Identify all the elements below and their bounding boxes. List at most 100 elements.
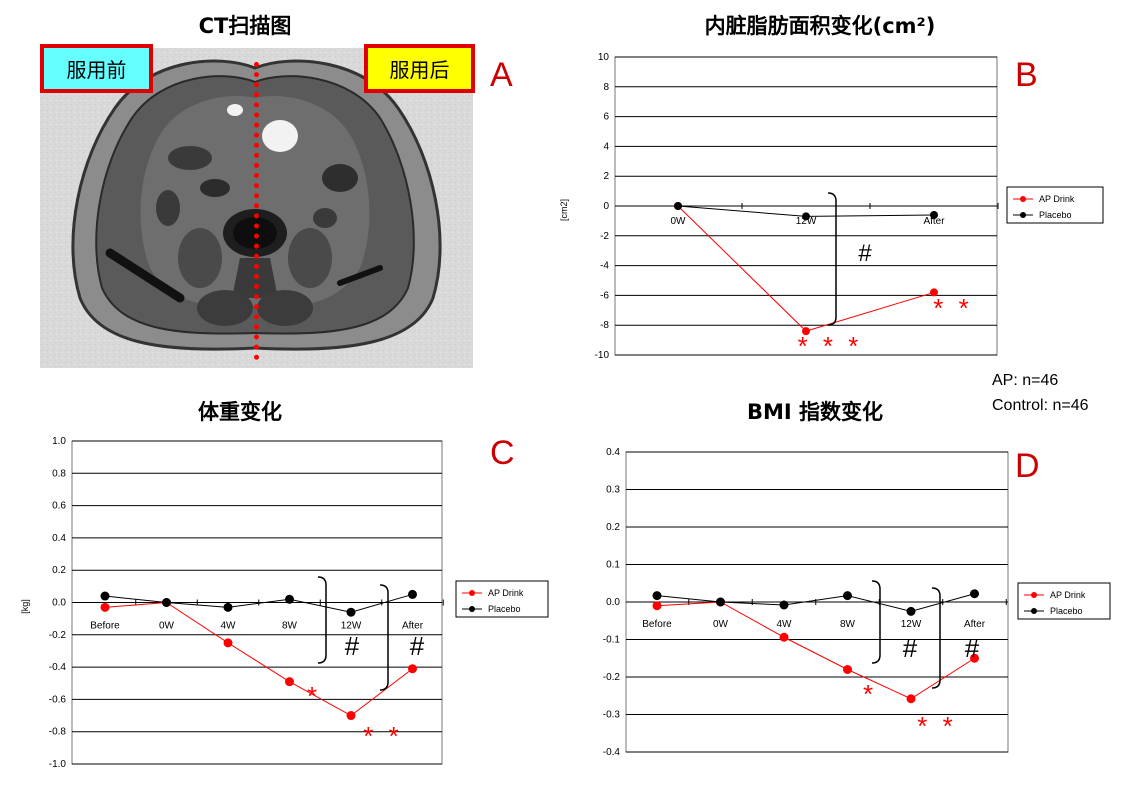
y-tick-label: 1.0: [52, 436, 66, 447]
significance-hash: #: [410, 631, 425, 661]
sample-note-ap: AP: n=46: [992, 372, 1059, 389]
y-tick-label: -0.3: [603, 710, 621, 721]
significance-asterisks: * *: [363, 721, 402, 751]
data-point-placebo: [779, 600, 789, 610]
significance-hash: #: [345, 631, 360, 661]
data-point-ap: [652, 601, 662, 611]
legend-entry: AP Drink: [488, 588, 524, 598]
legend-swatch-dot: [469, 606, 475, 612]
y-tick-label: 0.2: [52, 565, 66, 576]
x-tick-label: 8W: [282, 621, 298, 632]
legend-swatch-dot: [469, 590, 475, 596]
data-point-ap: [930, 288, 938, 297]
legend-swatch-dot: [1031, 608, 1037, 614]
y-tick-label: -0.6: [49, 694, 67, 705]
data-point-placebo: [652, 591, 662, 601]
significance-bracket: [827, 192, 837, 326]
x-tick-label: After: [923, 216, 945, 227]
panel-a-label: A: [490, 56, 513, 94]
significance-bracket: [931, 587, 941, 689]
data-point-ap: [223, 638, 233, 648]
panel-d-label: D: [1015, 447, 1040, 485]
y-tick-label: -0.8: [49, 727, 67, 738]
x-tick-label: 4W: [777, 619, 793, 630]
x-tick-label: 0W: [671, 216, 687, 227]
legend-box: [1017, 582, 1111, 620]
x-tick-label: Before: [642, 619, 672, 630]
x-tick-label: After: [402, 621, 424, 632]
y-tick-label: -6: [600, 290, 609, 301]
panel-b-label: B: [1015, 56, 1038, 94]
data-point-ap: [779, 632, 789, 642]
y-axis-label: [kg]: [20, 599, 30, 614]
y-tick-label: -8: [600, 320, 609, 331]
panel-c-title: 体重变化: [198, 400, 282, 424]
legend-swatch-dot: [1031, 592, 1037, 598]
y-tick-label: 2: [603, 171, 609, 182]
data-point-ap: [100, 602, 110, 612]
data-point-ap: [802, 327, 810, 336]
significance-bracket: [871, 580, 881, 664]
significance-asterisks: *: [307, 681, 317, 711]
significance-bracket: [379, 584, 389, 691]
midline-divider: [254, 62, 259, 360]
x-tick-label: 4W: [221, 621, 237, 632]
chart-d: 0.4 0.3 0.2 0.1 0.0 -0.1 -0.2 -0.3 -0.4 Before 0W 4…: [603, 447, 1111, 758]
data-point-placebo: [970, 589, 979, 599]
y-tick-label: 8: [603, 82, 609, 93]
data-point-placebo: [162, 598, 171, 607]
y-tick-label: 4: [603, 141, 609, 152]
legend-swatch-dot: [1020, 196, 1026, 202]
y-tick-label: 0.1: [606, 560, 620, 571]
data-point-ap: [346, 711, 356, 721]
significance-asterisks: * *: [917, 711, 956, 741]
data-point-placebo: [223, 602, 233, 612]
data-point-ap: [408, 664, 417, 674]
legend-swatch-dot: [1020, 212, 1026, 218]
data-point-placebo: [674, 202, 682, 210]
data-point-placebo: [906, 606, 916, 616]
y-tick-label: -2: [600, 231, 609, 242]
x-tick-label: 0W: [159, 621, 175, 632]
legend-entry: AP Drink: [1039, 194, 1075, 204]
significance-asterisks: * *: [933, 293, 972, 323]
y-tick-label: -0.2: [49, 630, 67, 641]
significance-bracket: [317, 576, 327, 664]
before-tag: 服用前: [40, 44, 153, 93]
y-tick-label: 0: [603, 201, 609, 212]
y-axis-label: [cm2]: [559, 199, 569, 221]
y-tick-label: 0.4: [606, 447, 620, 458]
y-tick-label: 6: [603, 112, 609, 123]
x-tick-label: 12W: [341, 621, 362, 632]
series-line-ap: [656, 601, 975, 700]
y-tick-label: -0.4: [603, 747, 621, 758]
data-point-placebo: [346, 607, 356, 617]
legend-entry: Placebo: [488, 604, 521, 614]
x-tick-label: 12W: [901, 619, 922, 630]
y-tick-label: 0.8: [52, 468, 66, 479]
data-point-placebo: [802, 212, 810, 221]
sample-note-control: Control: n=46: [992, 397, 1089, 414]
data-point-placebo: [716, 597, 725, 607]
y-tick-label: -10: [595, 350, 610, 361]
before-tag-text: 服用前: [66, 58, 127, 82]
data-point-placebo: [930, 210, 938, 219]
data-point-placebo: [285, 594, 294, 604]
panel-d-title: BMI 指数变化: [746, 400, 884, 424]
legend-entry: Placebo: [1050, 606, 1083, 616]
x-tick-label: 8W: [840, 619, 856, 630]
y-tick-label: -0.2: [603, 672, 621, 683]
after-tag: 服用后: [364, 44, 475, 93]
significance-asterisks: * * *: [798, 331, 863, 361]
x-tick-label: 0W: [713, 619, 729, 630]
data-point-placebo: [408, 589, 417, 599]
chart-c: 1.0 0.8 0.6 0.4 0.2 0.0 -0.2 -0.4 -0.6 -0.8 -1.0 Be…: [20, 436, 549, 770]
y-tick-label: 0.0: [606, 597, 620, 608]
y-tick-label: -0.4: [49, 662, 67, 673]
chart-b: 10 8 6 4 2 0 -2 -4 -6 -8 -10 0W 12W After [cm2] AP Drin…: [559, 52, 1104, 361]
panel-a-title: CT扫描图: [198, 14, 292, 38]
y-tick-label: 0.0: [52, 598, 66, 609]
x-tick-label: After: [964, 619, 986, 630]
x-tick-label: 12W: [796, 216, 817, 227]
data-point-ap: [906, 694, 916, 704]
